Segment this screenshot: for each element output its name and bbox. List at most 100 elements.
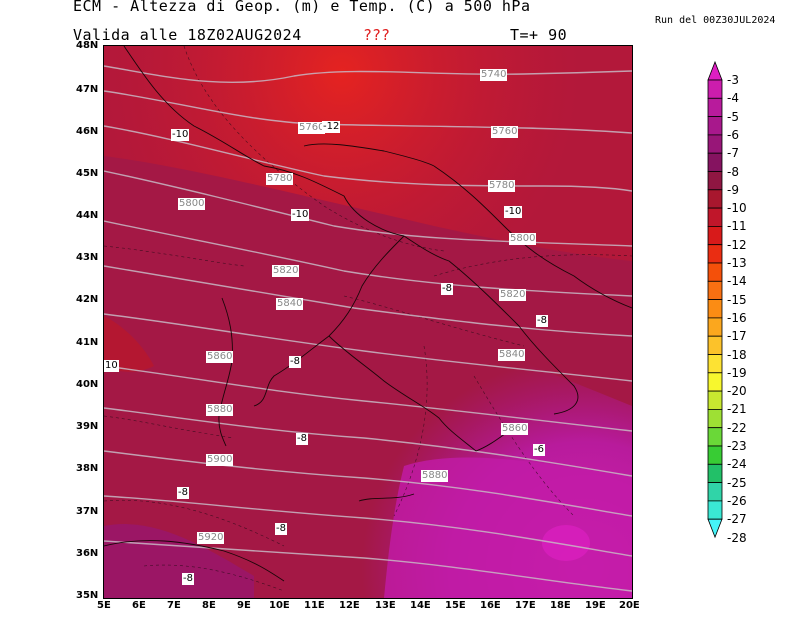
chart-title: ECM - Altezza di Geop. (m) e Temp. (C) a… [73, 0, 531, 15]
geo-contour-label: 5760 [491, 126, 519, 138]
lat-label: 36N [76, 548, 99, 559]
colorbar-label: -18 [727, 347, 747, 362]
colorbar-label: -27 [727, 512, 747, 527]
colorbar-label: -4 [727, 91, 739, 106]
colorbar-cell [707, 463, 723, 483]
colorbar-label: -6 [727, 127, 739, 142]
temp-contour-label: -8 [177, 487, 189, 499]
lon-label: 12E [339, 600, 360, 611]
colorbar-cell [707, 97, 723, 117]
geo-contour-label: 5840 [498, 349, 526, 361]
map-panel: 5740 5760 5760 5780 5780 5800 5800 5820 … [103, 45, 633, 599]
colorbar-label: -16 [727, 310, 747, 325]
geo-contour-label: 5840 [276, 298, 304, 310]
geo-contour-label: 5920 [197, 532, 225, 544]
colorbar-cell [707, 427, 723, 447]
colorbar-cell [707, 262, 723, 282]
temp-contour-label: -6 [533, 444, 545, 456]
temp-contour-label: -10 [291, 209, 310, 221]
colorbar-cell [707, 189, 723, 209]
colorbar-arrow-bottom [707, 518, 723, 539]
lat-label: 48N [76, 40, 99, 51]
colorbar-label: -13 [727, 256, 747, 270]
geo-contour-label: 5880 [206, 404, 234, 416]
colorbar-arrow-top [707, 60, 723, 81]
geo-contour-label: 5900 [206, 454, 234, 466]
lon-label: 19E [585, 600, 606, 611]
lon-label: 10E [269, 600, 290, 611]
lat-label: 39N [76, 421, 99, 432]
colorbar-label: -9 [727, 182, 739, 197]
lon-label: 7E [167, 600, 181, 611]
colorbar-cells [707, 60, 723, 539]
colorbar-cell [707, 445, 723, 465]
colorbar-label: -17 [727, 329, 747, 344]
forecast-step: T=+ 90 [510, 26, 568, 44]
temp-contour-label: 10 [104, 360, 119, 372]
colorbar-cell [707, 152, 723, 172]
colorbar-label: -26 [727, 493, 747, 508]
unknown-marker: ??? [363, 26, 391, 44]
colorbar-cell [707, 482, 723, 502]
temp-contour-label: -10 [504, 206, 523, 218]
valid-time: Valida alle 18Z02AUG2024 [73, 26, 302, 44]
colorbar-label: -12 [727, 237, 747, 252]
colorbar-cell [707, 280, 723, 301]
colorbar-cell [707, 116, 723, 136]
colorbar-label: -15 [727, 292, 747, 307]
lon-label: 15E [445, 600, 466, 611]
lon-label: 17E [515, 600, 536, 611]
colorbar [707, 60, 723, 539]
lat-label: 37N [76, 506, 99, 517]
colorbar-cell [707, 207, 723, 227]
temp-contour-label: -12 [322, 121, 341, 133]
lon-label: 5E [97, 600, 111, 611]
colorbar-cell [707, 354, 723, 374]
geo-contour-label: 5880 [421, 470, 449, 482]
lat-label: 45N [76, 168, 99, 179]
geo-contour-label: 5800 [509, 233, 537, 245]
temp-contour-label: -8 [275, 523, 287, 535]
colorbar-label: -14 [727, 274, 747, 289]
geo-contour-label: 5760 [298, 122, 326, 134]
lat-label: 44N [76, 210, 99, 221]
colorbar-cell [707, 171, 723, 191]
temp-contour-label: -10 [171, 129, 190, 141]
lat-label: 46N [76, 126, 99, 137]
lon-label: 16E [480, 600, 501, 611]
lat-label: 38N [76, 463, 99, 474]
colorbar-label: -25 [727, 475, 747, 490]
colorbar-cell [707, 335, 723, 355]
colorbar-cell [707, 79, 723, 99]
colorbar-label: -19 [727, 365, 747, 380]
geo-contour-label: 5800 [178, 198, 206, 210]
lon-label: 20E [619, 600, 640, 611]
colorbar-label: -3 [727, 73, 739, 87]
run-time: Run del 00Z30JUL2024 [655, 15, 776, 26]
colorbar-cell [707, 372, 723, 392]
colorbar-cell [707, 225, 723, 246]
geo-contour-label: 5780 [266, 173, 294, 185]
lat-label: 43N [76, 252, 99, 263]
colorbar-label: -21 [727, 402, 747, 417]
colorbar-label: -11 [727, 219, 747, 234]
temp-contour-label: -8 [289, 356, 301, 368]
colorbar-cell [707, 134, 723, 154]
colorbar-cell [707, 500, 723, 520]
colorbar-cell [707, 390, 723, 410]
geo-contour-label: 5740 [480, 69, 508, 81]
colorbar-cell [707, 244, 723, 264]
colorbar-label: -23 [727, 439, 747, 453]
geo-contour-label: 5780 [488, 180, 516, 192]
lon-label: 9E [237, 600, 251, 611]
lon-label: 13E [375, 600, 396, 611]
colorbar-cell [707, 299, 723, 319]
lon-label: 11E [304, 600, 325, 611]
lon-label: 14E [410, 600, 431, 611]
lon-label: 6E [132, 600, 146, 611]
lon-label: 18E [550, 600, 571, 611]
lat-label: 40N [76, 379, 99, 390]
colorbar-label: -8 [727, 164, 739, 179]
geo-contour-label: 5860 [501, 423, 529, 435]
lat-label: 42N [76, 294, 99, 305]
